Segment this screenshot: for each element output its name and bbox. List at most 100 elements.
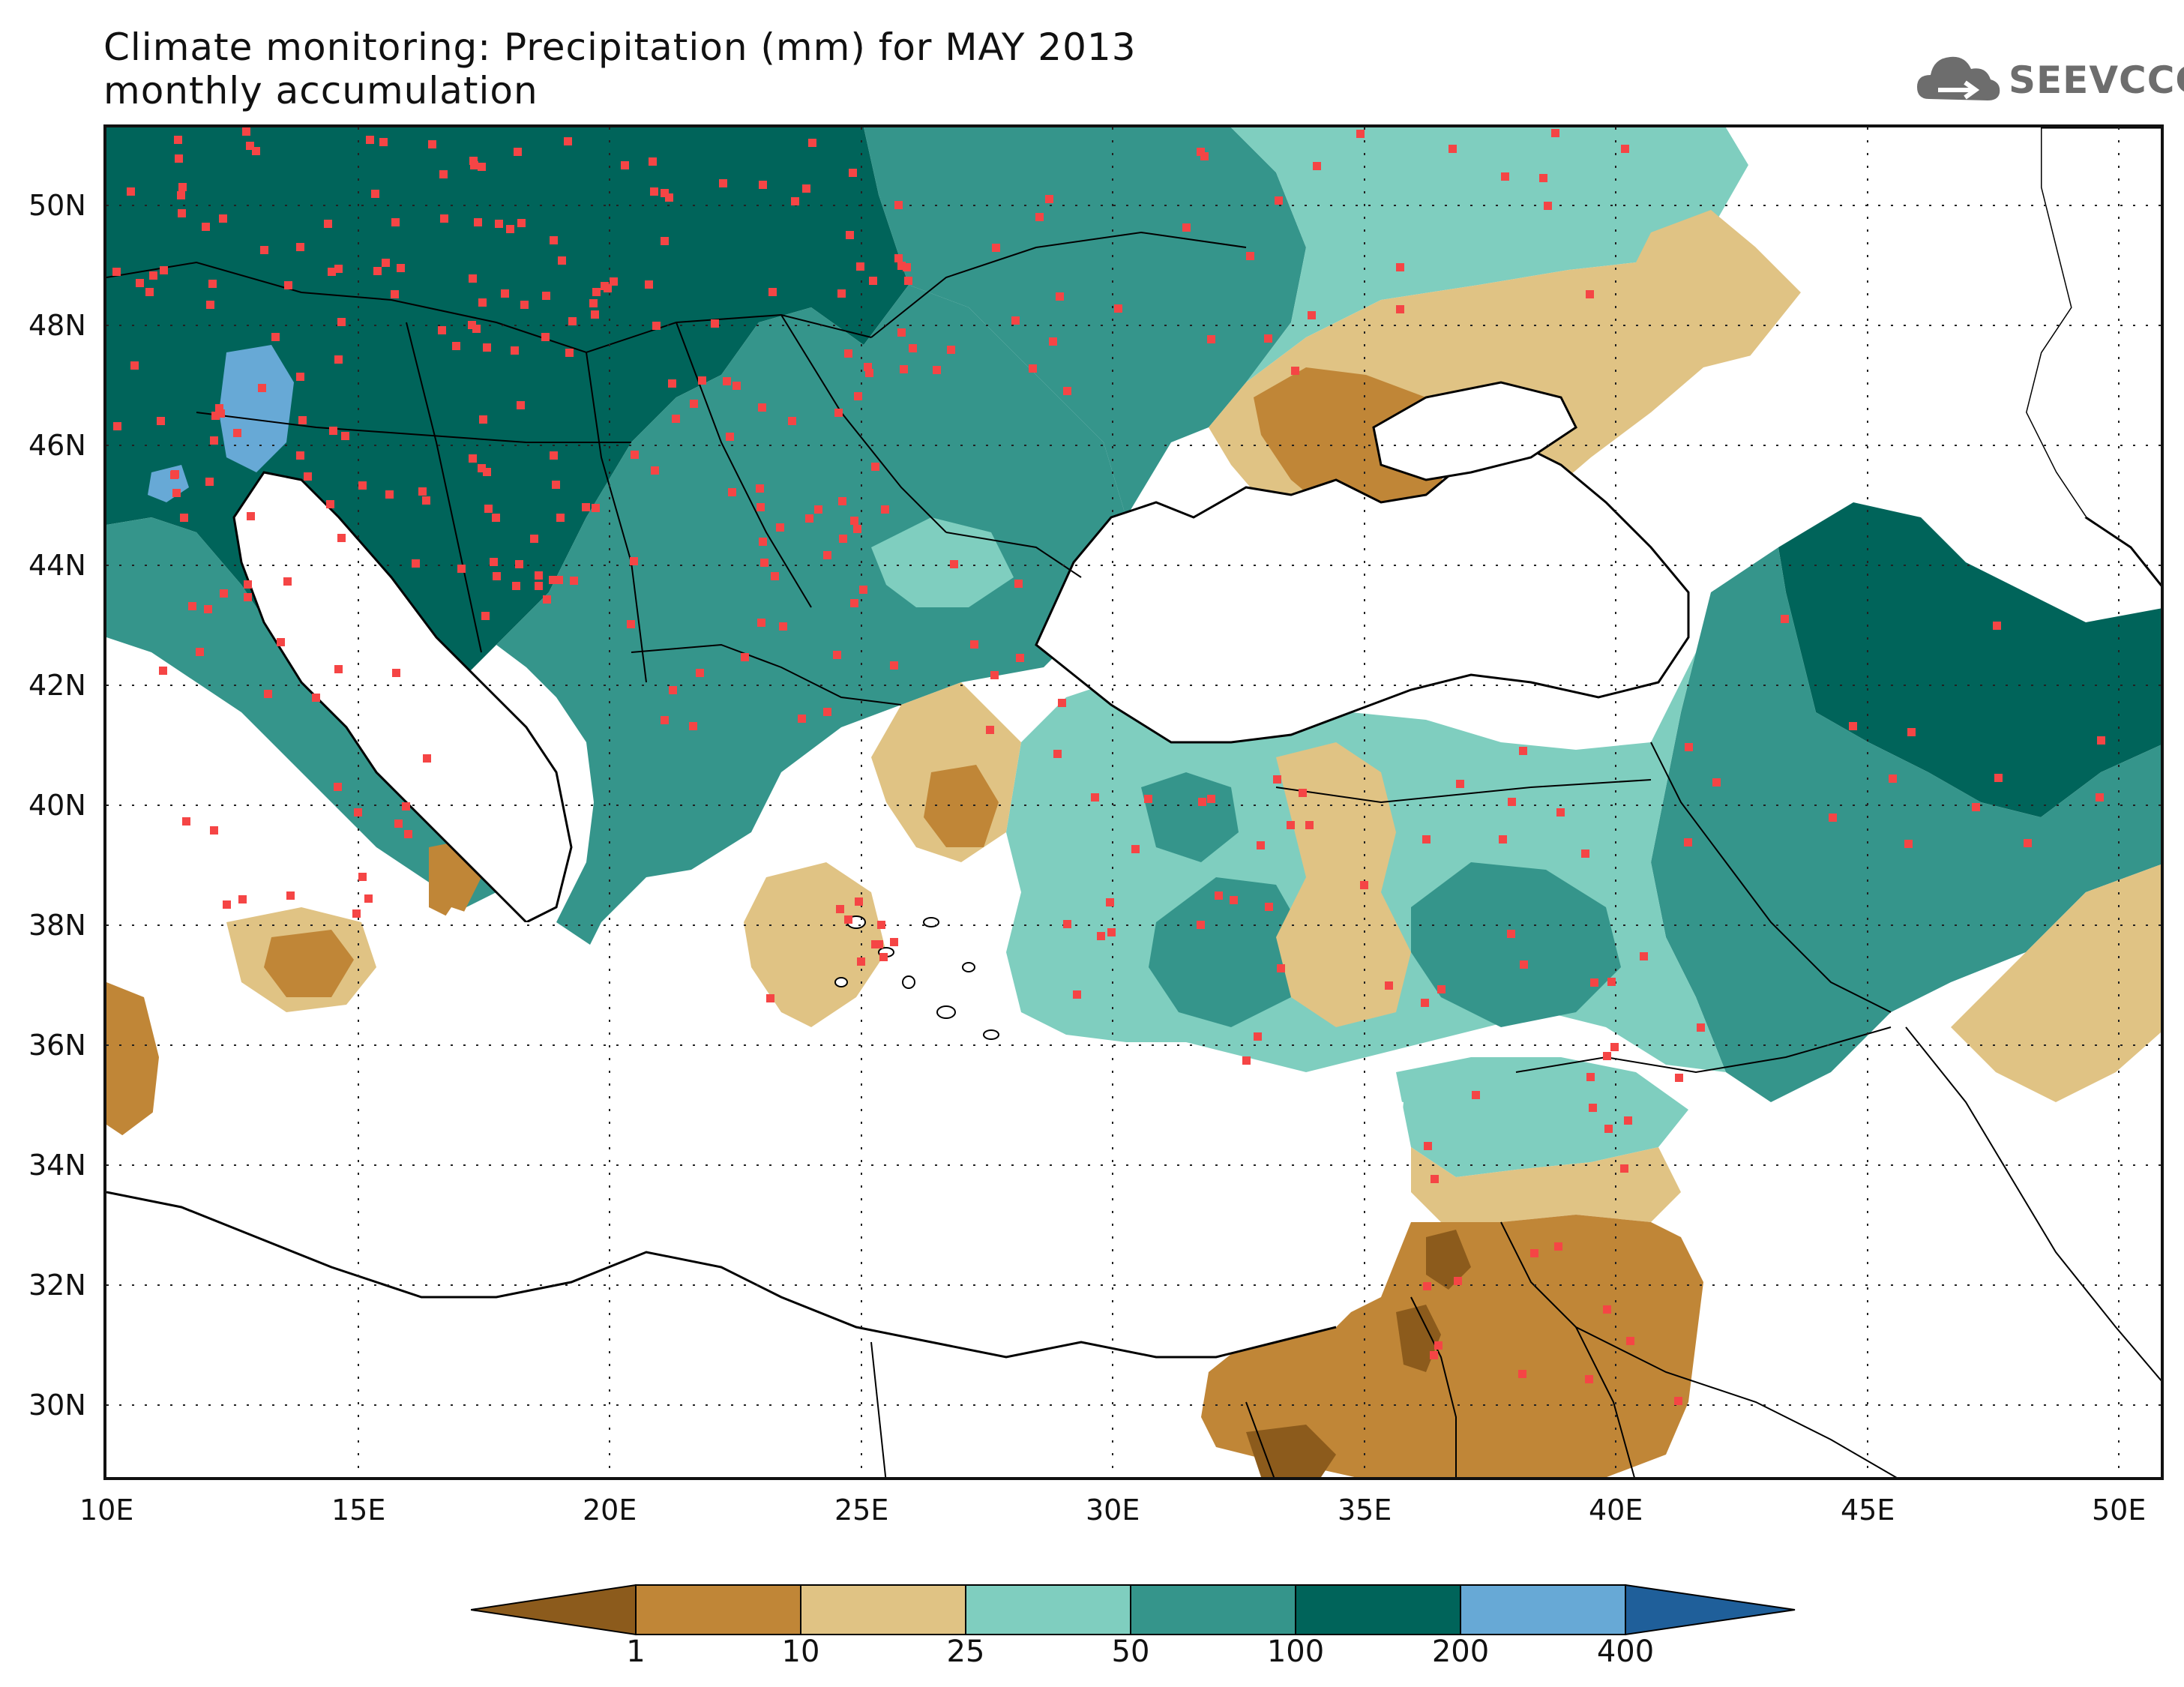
region-50-100-balkans <box>496 285 1126 982</box>
station-marker <box>1011 316 1020 325</box>
station-marker <box>1287 821 1295 829</box>
station-marker <box>1530 1249 1538 1257</box>
station-marker <box>1685 743 1693 751</box>
station-marker <box>805 514 813 523</box>
station-marker <box>352 909 361 918</box>
station-marker <box>1131 845 1140 853</box>
station-marker <box>182 817 190 826</box>
station-marker <box>668 379 676 388</box>
station-marker <box>992 244 1000 252</box>
station-marker <box>379 138 388 146</box>
station-marker <box>296 451 304 460</box>
station-marker <box>808 139 816 147</box>
station-marker <box>900 365 908 373</box>
station-marker <box>1697 1023 1705 1032</box>
lat-label-34n: 34N <box>28 1149 86 1182</box>
station-marker <box>422 496 430 505</box>
station-marker <box>481 612 490 620</box>
region-50-100-anatolia-east <box>1411 862 1621 1027</box>
station-marker <box>517 401 525 409</box>
station-marker <box>438 326 446 334</box>
station-marker <box>661 189 669 197</box>
station-marker <box>791 197 799 205</box>
station-marker <box>260 246 268 254</box>
station-marker <box>1499 835 1507 844</box>
station-marker <box>326 500 334 508</box>
station-marker <box>1554 1242 1562 1251</box>
station-marker <box>284 281 292 289</box>
colorbar-label-25: 25 <box>946 1635 985 1669</box>
station-marker <box>358 873 367 881</box>
station-marker <box>112 268 121 276</box>
lat-label-40n: 40N <box>28 789 86 822</box>
station-marker <box>515 560 523 568</box>
station-marker <box>1053 750 1062 758</box>
station-marker <box>864 363 872 371</box>
lat-label-38n: 38N <box>28 909 86 942</box>
station-marker <box>364 894 373 903</box>
station-marker <box>933 366 941 374</box>
station-marker <box>296 373 304 381</box>
station-marker <box>242 127 250 136</box>
lon-label-10e: 10E <box>79 1494 134 1527</box>
station-marker <box>337 318 346 326</box>
station-marker <box>1430 1351 1438 1359</box>
station-marker <box>592 288 601 296</box>
colorbar-bin-1-10 <box>635 1584 801 1635</box>
mediterranean-sea <box>106 907 1404 1357</box>
station-marker <box>341 432 349 440</box>
station-marker <box>217 409 225 418</box>
station-marker <box>850 599 858 607</box>
station-marker <box>177 191 185 199</box>
no-data-russia <box>1711 127 2086 532</box>
station-marker <box>334 783 342 791</box>
station-marker <box>286 891 295 900</box>
colorbar-bin-100-200 <box>1295 1584 1461 1635</box>
station-marker <box>258 384 266 392</box>
station-marker <box>418 487 427 496</box>
station-marker <box>630 557 638 565</box>
station-marker <box>719 179 727 187</box>
station-marker <box>837 289 846 298</box>
colorbar-bin-10-25 <box>800 1584 966 1635</box>
region-1-10-syria-jordan <box>1201 1215 1703 1477</box>
station-marker <box>1610 1043 1619 1051</box>
station-marker <box>1551 129 1559 137</box>
station-marker <box>1620 1164 1628 1173</box>
station-marker <box>1360 881 1368 889</box>
region-10-25-levant <box>1411 1147 1681 1222</box>
station-marker <box>170 471 178 479</box>
station-marker <box>283 577 292 586</box>
station-marker <box>1423 1282 1431 1290</box>
station-marker <box>1299 789 1307 797</box>
lon-label-45e: 45E <box>1841 1494 1895 1527</box>
station-marker <box>798 715 806 723</box>
station-marker <box>879 953 888 961</box>
station-marker <box>397 264 405 272</box>
colorbar <box>471 1584 1796 1636</box>
station-marker <box>1581 849 1589 858</box>
station-marker <box>834 409 843 417</box>
station-marker <box>1589 1104 1597 1112</box>
station-marker <box>558 256 566 265</box>
station-marker <box>493 572 501 580</box>
station-marker <box>1045 195 1053 203</box>
station-marker <box>1972 803 1980 811</box>
station-marker <box>1603 1052 1611 1060</box>
station-marker <box>855 897 863 906</box>
region-25-50-east <box>1231 127 1748 382</box>
station-marker <box>1712 778 1721 787</box>
logo-text: SEEVCCC <box>2009 58 2184 102</box>
station-marker <box>223 900 231 909</box>
station-marker <box>756 484 764 493</box>
station-marker <box>1029 364 1037 373</box>
station-marker <box>1603 1305 1611 1314</box>
station-marker <box>512 582 520 590</box>
station-marker <box>894 254 903 262</box>
graticule <box>106 127 2161 1477</box>
station-marker <box>247 512 255 520</box>
station-marker <box>869 277 877 285</box>
station-marker <box>304 472 312 481</box>
station-marker <box>836 905 844 913</box>
station-marker <box>1431 1175 1439 1183</box>
